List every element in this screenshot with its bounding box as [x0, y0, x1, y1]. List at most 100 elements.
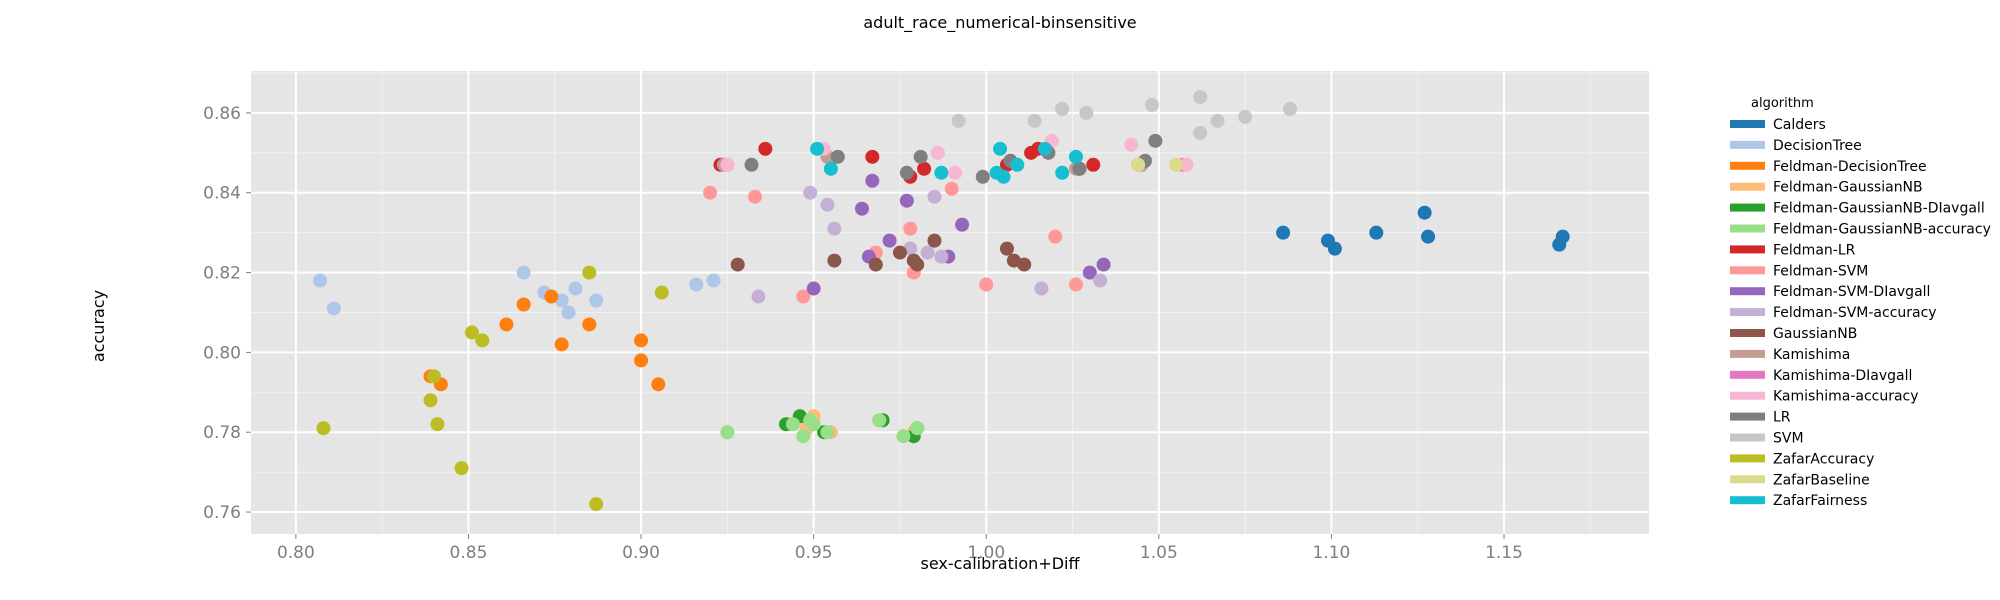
legend-label: SVM	[1773, 431, 1804, 447]
plot-background	[251, 71, 1649, 534]
data-point	[999, 241, 1014, 256]
data-point	[751, 289, 766, 304]
data-point	[1086, 157, 1101, 172]
data-point	[910, 257, 925, 272]
data-point	[910, 421, 925, 436]
data-point	[903, 221, 918, 236]
data-point	[1072, 161, 1087, 176]
y-tick-label: 0.78	[203, 423, 241, 443]
data-point	[951, 113, 966, 128]
data-point	[430, 417, 445, 432]
data-point	[1131, 157, 1146, 172]
data-points	[313, 89, 1570, 512]
legend-label: Feldman-LR	[1773, 242, 1856, 258]
data-point	[868, 257, 883, 272]
series-zafaraccuracy	[316, 265, 669, 512]
legend-swatch	[1730, 120, 1765, 128]
legend-swatch	[1730, 287, 1765, 296]
data-point	[582, 317, 597, 332]
legend: algorithm Calders DecisionTree Feldman-Dec…	[1730, 96, 1991, 509]
series-gaussiannb	[730, 233, 1032, 272]
data-point	[865, 173, 880, 188]
data-point	[1079, 105, 1094, 120]
legend-label: Feldman-GaussianNB-accuracy	[1773, 222, 1991, 238]
data-point	[896, 429, 911, 444]
legend-swatch	[1730, 308, 1765, 317]
legend-label: ZafarFairness	[1773, 493, 1867, 509]
data-point	[892, 245, 907, 260]
data-point	[1055, 101, 1070, 116]
data-point	[744, 157, 759, 172]
data-point	[730, 257, 745, 272]
data-point	[589, 497, 604, 512]
data-point	[703, 185, 718, 200]
series-zafarbaseline	[1131, 157, 1184, 172]
legend-label: ZafarAccuracy	[1773, 451, 1874, 467]
data-point	[1068, 149, 1083, 164]
data-point	[1068, 277, 1083, 292]
x-tick-label: 0.95	[795, 543, 833, 563]
data-point	[326, 301, 341, 316]
data-point	[1048, 229, 1063, 244]
legend-swatch	[1730, 433, 1765, 442]
data-point	[706, 273, 721, 288]
legend-items: Calders DecisionTree Feldman-DecisionTree F…	[1730, 117, 1991, 509]
data-point	[1148, 133, 1163, 148]
series-feldman-gaussiannb-accuracy	[720, 413, 925, 444]
data-point	[796, 429, 811, 444]
data-point	[561, 305, 576, 320]
legend-label: ZafarBaseline	[1773, 472, 1870, 488]
data-point	[1276, 225, 1291, 240]
data-point	[426, 369, 441, 384]
data-point	[454, 461, 469, 476]
data-point	[827, 253, 842, 268]
legend-swatch	[1730, 412, 1765, 421]
y-tick-label: 0.76	[203, 503, 241, 523]
legend-label: Feldman-SVM	[1773, 263, 1868, 279]
data-point	[516, 297, 531, 312]
legend-label: LR	[1773, 410, 1791, 426]
data-point	[917, 161, 932, 176]
legend-swatch	[1730, 496, 1765, 505]
data-point	[1096, 257, 1111, 272]
data-point	[1055, 165, 1070, 180]
legend-label: Kamishima-DIavgall	[1773, 368, 1912, 384]
x-axis-title: sex-calibration+Diff	[920, 554, 1080, 573]
data-point	[803, 185, 818, 200]
data-point	[475, 333, 490, 348]
series-zafarfairness	[810, 141, 1083, 184]
data-point	[1283, 101, 1298, 116]
data-point	[634, 333, 649, 348]
data-point	[464, 325, 479, 340]
data-point	[651, 377, 666, 392]
data-point	[544, 289, 559, 304]
data-point	[1238, 109, 1253, 124]
data-point	[634, 353, 649, 368]
data-point	[1027, 113, 1042, 128]
data-point	[747, 189, 762, 204]
legend-swatch	[1730, 475, 1765, 484]
legend-swatch	[1730, 203, 1765, 212]
x-tick-label: 0.80	[277, 543, 315, 563]
data-point	[568, 281, 583, 296]
legend-title: algorithm	[1751, 96, 1814, 111]
data-point	[1034, 281, 1049, 296]
data-point	[827, 221, 842, 236]
data-point	[979, 277, 994, 292]
legend-swatch	[1730, 140, 1765, 149]
data-point	[854, 201, 869, 216]
legend-label: Feldman-SVM-accuracy	[1773, 305, 1937, 321]
data-point	[934, 165, 949, 180]
data-point	[872, 413, 887, 428]
data-point	[865, 149, 880, 164]
data-point	[806, 281, 821, 296]
data-point	[944, 181, 959, 196]
data-point	[758, 141, 773, 156]
data-point	[1555, 229, 1570, 244]
legend-label: Feldman-DecisionTree	[1773, 159, 1927, 175]
data-point	[582, 265, 597, 280]
data-point	[823, 161, 838, 176]
data-point	[820, 197, 835, 212]
data-point	[720, 157, 735, 172]
